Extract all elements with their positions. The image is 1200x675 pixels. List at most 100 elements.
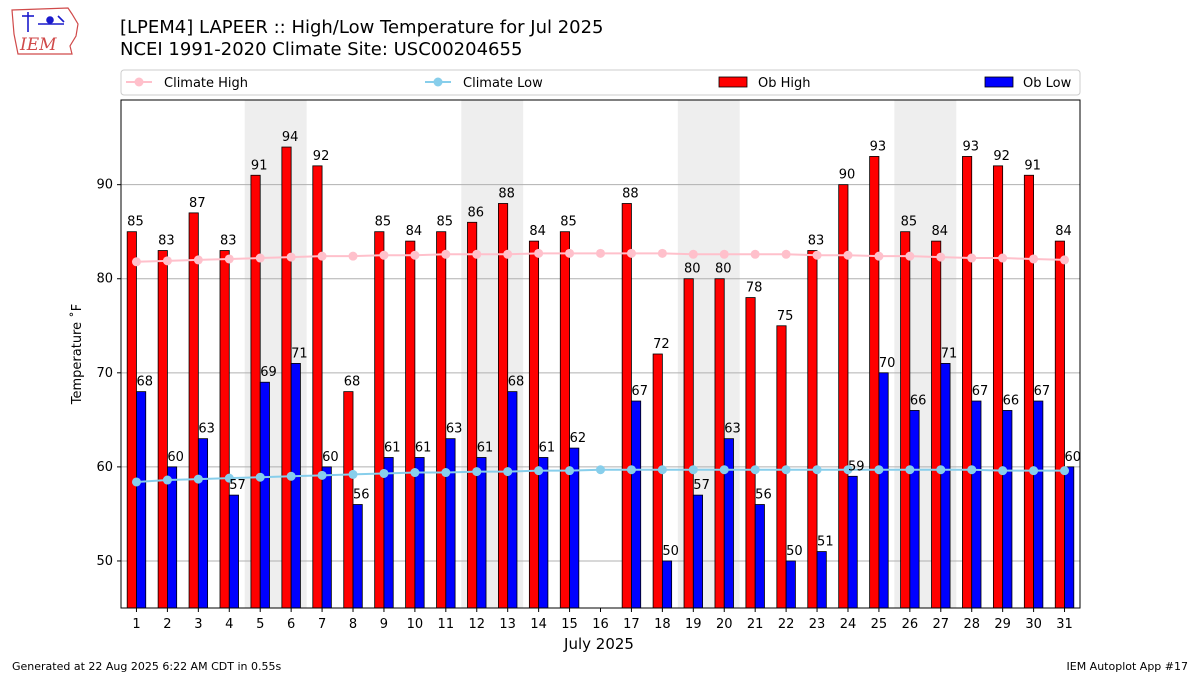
ob-high-bar xyxy=(436,231,447,609)
climate-low-point xyxy=(379,468,389,478)
ob-low-bar xyxy=(754,504,765,609)
x-tick-label: 12 xyxy=(468,617,485,632)
ob-low-data-label: 66 xyxy=(1003,393,1020,408)
legend-climate-low-label: Climate Low xyxy=(463,76,543,91)
ob-low-bar xyxy=(414,457,425,609)
ob-high-bar xyxy=(652,353,663,609)
ob-high-bar xyxy=(528,240,540,609)
ob-high-data-label: 85 xyxy=(437,215,454,230)
legend-ob-low-label: Ob Low xyxy=(1023,76,1072,91)
x-tick-label: 28 xyxy=(963,617,980,632)
ob-high-data-label: 94 xyxy=(282,130,299,145)
climate-high-point xyxy=(224,254,234,264)
climate-high-point xyxy=(905,251,915,261)
x-tick-label: 17 xyxy=(623,617,640,632)
ob-high-bar xyxy=(374,231,385,609)
ob-high-data-label: 91 xyxy=(251,158,268,173)
climate-low-point xyxy=(317,470,327,480)
climate-low-point xyxy=(719,465,729,475)
ob-high-data-label: 80 xyxy=(715,262,732,277)
climate-high-point xyxy=(812,250,822,260)
ob-low-bar xyxy=(383,457,394,609)
ob-high-bar xyxy=(343,391,354,609)
x-tick-label: 29 xyxy=(994,617,1011,632)
climate-low-point xyxy=(1029,466,1039,476)
climate-low-point xyxy=(596,465,605,475)
ob-low-data-label: 60 xyxy=(322,450,339,465)
ob-low-bar xyxy=(878,372,889,609)
climate-high-point xyxy=(1029,254,1039,264)
x-tick-label: 2 xyxy=(163,617,171,632)
ob-low-bar xyxy=(1064,466,1075,609)
ob-low-data-label: 70 xyxy=(879,356,896,371)
ob-low-bar xyxy=(321,466,332,609)
ob-low-data-label: 56 xyxy=(353,488,370,503)
ob-low-bar xyxy=(847,475,858,609)
climate-high-point xyxy=(719,249,729,259)
ob-low-bar xyxy=(445,438,456,609)
climate-high-point xyxy=(131,257,141,267)
y-tick-label: 80 xyxy=(96,272,113,287)
ob-high-data-label: 85 xyxy=(127,215,144,230)
ob-low-bar xyxy=(228,494,239,609)
ob-low-data-label: 57 xyxy=(693,478,710,493)
ob-high-data-label: 85 xyxy=(375,215,392,230)
y-tick-label: 60 xyxy=(96,460,113,475)
climate-high-point xyxy=(781,249,791,259)
x-tick-label: 26 xyxy=(902,617,919,632)
x-tick-label: 22 xyxy=(778,617,795,632)
x-tick-label: 4 xyxy=(225,617,233,632)
x-axis-label: July 2025 xyxy=(563,635,634,653)
x-tick-label: 8 xyxy=(349,617,357,632)
x-tick-label: 9 xyxy=(380,617,388,632)
climate-low-point xyxy=(131,477,141,487)
ob-high-bar xyxy=(219,250,230,609)
climate-low-point xyxy=(812,465,822,475)
ob-low-bar xyxy=(197,438,209,609)
ob-low-data-label: 67 xyxy=(631,384,648,399)
x-tick-label: 31 xyxy=(1056,617,1073,632)
ob-low-bar xyxy=(909,410,920,609)
ob-high-bar xyxy=(157,250,168,609)
ob-low-bar xyxy=(1033,400,1044,609)
ob-high-data-label: 92 xyxy=(313,149,330,164)
ob-high-bar xyxy=(188,212,199,609)
climate-high-point xyxy=(534,248,544,258)
climate-low-point xyxy=(998,466,1008,476)
climate-high-point xyxy=(162,256,172,266)
ob-high-data-label: 92 xyxy=(993,149,1010,164)
ob-high-bar xyxy=(1023,174,1034,609)
ob-high-data-label: 72 xyxy=(653,337,670,352)
climate-high-point xyxy=(1060,255,1070,265)
x-tick-label: 14 xyxy=(530,617,547,632)
ob-high-bar xyxy=(745,297,756,609)
climate-high-point xyxy=(255,253,265,263)
legend-ob-high-swatch xyxy=(718,76,748,88)
ob-low-bar xyxy=(661,560,673,609)
ob-low-data-label: 60 xyxy=(1065,450,1082,465)
climate-high-point xyxy=(472,249,482,259)
iem-logo: IEM xyxy=(11,7,79,55)
ob-high-bar xyxy=(1054,240,1065,609)
ob-high-data-label: 88 xyxy=(622,186,639,201)
climate-high-point xyxy=(441,249,451,259)
ob-high-bar xyxy=(900,231,911,609)
x-tick-label: 13 xyxy=(499,617,516,632)
ob-high-bar xyxy=(250,174,261,609)
ob-low-bar xyxy=(259,381,270,609)
ob-low-data-label: 50 xyxy=(786,544,803,559)
ob-high-data-label: 87 xyxy=(189,196,206,211)
chart-subtitle: NCEI 1991-2020 Climate Site: USC00204655 xyxy=(120,39,523,60)
climate-low-point xyxy=(688,465,698,475)
x-tick-label: 23 xyxy=(809,617,826,632)
climate-high-point xyxy=(967,253,977,263)
ob-low-bar xyxy=(971,400,982,609)
climate-low-point xyxy=(410,468,420,478)
climate-low-point xyxy=(441,468,451,478)
ob-high-bar xyxy=(714,278,725,609)
x-tick-label: 27 xyxy=(933,617,950,632)
ob-low-data-label: 61 xyxy=(539,440,556,455)
ob-high-bar xyxy=(869,156,880,609)
ob-low-data-label: 51 xyxy=(817,535,834,550)
ob-high-data-label: 93 xyxy=(870,139,887,154)
